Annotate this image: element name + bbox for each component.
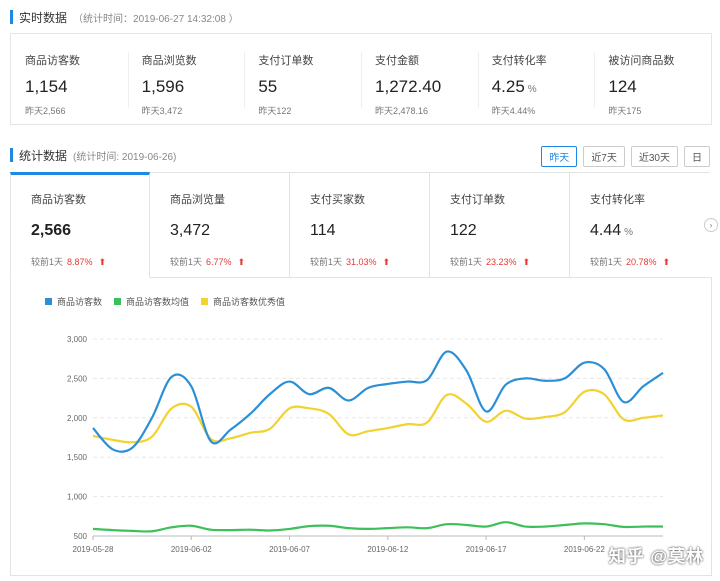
watermark: 知乎 @莫林 bbox=[608, 547, 704, 566]
legend-item[interactable]: 商品访客数优秀值 bbox=[201, 295, 285, 308]
rt-metric: 支付金额 1,272.40 昨天2,478.16 bbox=[361, 34, 478, 124]
legend-swatch bbox=[114, 298, 122, 305]
kpi-compare: 较前1天 31.03% ⬆ bbox=[310, 257, 391, 267]
section-marker bbox=[10, 10, 13, 24]
chart-legend: 商品访客数 商品访客数均值 商品访客数优秀值 bbox=[45, 295, 285, 308]
kpi-label: 支付买家数 bbox=[310, 194, 365, 206]
kpi-label: 商品浏览量 bbox=[170, 194, 225, 206]
kpi-value: 122 bbox=[450, 222, 477, 239]
chart-panel bbox=[10, 278, 712, 576]
realtime-subtitle: （统计时间：2019-06-27 14:32:08 ） bbox=[73, 13, 239, 25]
rt-metric-label: 支付金额 bbox=[375, 55, 420, 67]
kpi-tabs: 商品访客数 2,566 较前1天 8.87% ⬆ 商品浏览量 3,472 较前1天 6… bbox=[10, 172, 712, 278]
chevron-right-icon[interactable]: › bbox=[704, 218, 718, 232]
kpi-compare: 较前1天 23.23% ⬆ bbox=[450, 257, 531, 267]
rt-metric-label: 商品访客数 bbox=[25, 55, 80, 67]
legend-item[interactable]: 商品访客数均值 bbox=[114, 295, 189, 308]
legend-swatch bbox=[45, 298, 52, 305]
rt-metric: 支付订单数 55 昨天122 bbox=[244, 34, 361, 124]
rt-metric-label: 支付转化率 bbox=[491, 55, 547, 67]
kpi-compare: 较前1天 8.87% ⬆ bbox=[31, 257, 107, 267]
range-button-7days[interactable]: 近7天 bbox=[583, 146, 625, 167]
section-marker bbox=[10, 148, 13, 162]
realtime-header: 实时数据 （统计时间：2019-06-27 14:32:08 ） bbox=[10, 9, 239, 25]
stats-title: 统计数据 bbox=[19, 148, 68, 163]
range-button-day[interactable]: 日 bbox=[684, 146, 710, 167]
realtime-metrics: 商品访客数 1,154 昨天2,566 商品浏览数 1,596 昨天3,472 … bbox=[10, 33, 712, 125]
stats-subtitle: (统计时间: 2019-06-26) bbox=[73, 151, 177, 163]
kpi-compare: 较前1天 20.78% ⬆ bbox=[590, 257, 671, 267]
kpi-value: 114 bbox=[310, 222, 336, 239]
range-button-yesterday[interactable]: 昨天 bbox=[541, 146, 578, 167]
kpi-compare: 较前1天 6.77% ⬆ bbox=[170, 257, 246, 267]
range-button-30days[interactable]: 近30天 bbox=[630, 146, 678, 167]
rt-metric-prev: 昨天122 bbox=[258, 106, 292, 116]
up-arrow-icon: ⬆ bbox=[522, 257, 531, 267]
rt-metric-prev: 昨天175 bbox=[608, 106, 642, 116]
rt-metric-prev: 昨天2,566 bbox=[25, 106, 66, 116]
up-arrow-icon: ⬆ bbox=[662, 257, 671, 267]
rt-metric-value: 1,596 bbox=[141, 77, 185, 96]
rt-metric: 商品访客数 1,154 昨天2,566 bbox=[11, 34, 128, 124]
kpi-value: 2,566 bbox=[31, 222, 72, 239]
kpi-label: 支付订单数 bbox=[450, 194, 505, 206]
rt-metric-prev: 昨天4.44% bbox=[491, 106, 536, 116]
kpi-value: 3,472 bbox=[170, 222, 211, 239]
legend-item[interactable]: 商品访客数 bbox=[45, 295, 102, 308]
rt-metric-value: 1,154 bbox=[25, 77, 68, 96]
rt-metric: 商品浏览数 1,596 昨天3,472 bbox=[127, 34, 245, 124]
kpi-tab-conversion[interactable]: 支付转化率 4.44% 较前1天 20.78% ⬆ bbox=[570, 172, 710, 277]
rt-metric-value: 124 bbox=[608, 77, 637, 96]
rt-metric-label: 支付订单数 bbox=[258, 55, 314, 67]
rt-metric-value: 1,272.40 bbox=[375, 77, 442, 96]
kpi-tab-buyers[interactable]: 支付买家数 114 较前1天 31.03% ⬆ bbox=[290, 172, 430, 277]
rt-metric: 被访问商品数 124 昨天175 bbox=[594, 34, 711, 124]
realtime-title: 实时数据 bbox=[19, 10, 68, 25]
legend-swatch bbox=[201, 298, 209, 305]
up-arrow-icon: ⬆ bbox=[98, 257, 107, 267]
rt-metric-label: 商品浏览数 bbox=[141, 55, 197, 67]
kpi-label: 商品访客数 bbox=[31, 194, 86, 206]
range-selector: 昨天 近7天 近30天 日 bbox=[541, 146, 710, 167]
kpi-tab-visitors[interactable]: 商品访客数 2,566 较前1天 8.87% ⬆ bbox=[10, 172, 150, 278]
kpi-label: 支付转化率 bbox=[590, 194, 645, 206]
up-arrow-icon: ⬆ bbox=[382, 257, 391, 267]
kpi-value: 4.44% bbox=[590, 222, 634, 239]
kpi-tab-pageviews[interactable]: 商品浏览量 3,472 较前1天 6.77% ⬆ bbox=[150, 172, 290, 277]
rt-metric-value: 4.25% bbox=[491, 77, 537, 96]
rt-metric-prev: 昨天2,478.16 bbox=[375, 106, 429, 116]
up-arrow-icon: ⬆ bbox=[237, 257, 246, 267]
rt-metric-value: 55 bbox=[258, 77, 278, 96]
stats-header: 统计数据 (统计时间: 2019-06-26) bbox=[10, 147, 176, 163]
rt-metric: 支付转化率 4.25% 昨天4.44% bbox=[477, 34, 595, 124]
rt-metric-label: 被访问商品数 bbox=[608, 55, 675, 67]
rt-metric-prev: 昨天3,472 bbox=[141, 106, 183, 116]
kpi-tab-orders[interactable]: 支付订单数 122 较前1天 23.23% ⬆ bbox=[430, 172, 570, 277]
